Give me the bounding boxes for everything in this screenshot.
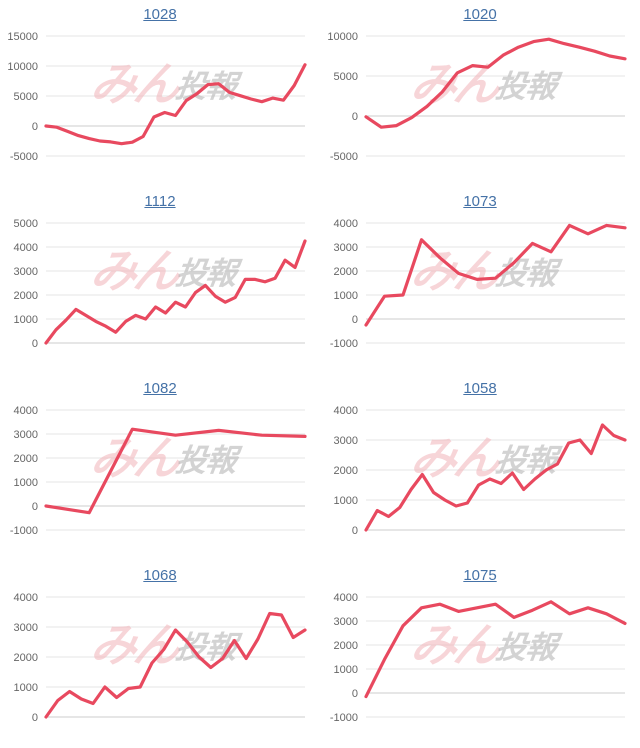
svg-text:-5000: -5000 — [330, 151, 358, 163]
svg-text:3000: 3000 — [334, 242, 358, 254]
svg-text:0: 0 — [32, 712, 38, 724]
svg-text:10000: 10000 — [327, 31, 358, 43]
svg-text:4000: 4000 — [14, 405, 38, 417]
svg-text:-1000: -1000 — [330, 338, 358, 350]
svg-text:0: 0 — [352, 525, 358, 537]
svg-text:2000: 2000 — [334, 465, 358, 477]
svg-text:1000: 1000 — [334, 290, 358, 302]
svg-text:みん: みん — [88, 58, 186, 110]
svg-text:5000: 5000 — [14, 91, 38, 103]
svg-text:投報: 投報 — [173, 443, 244, 478]
svg-text:-1000: -1000 — [10, 525, 38, 537]
svg-text:4000: 4000 — [14, 242, 38, 254]
svg-text:みん: みん — [408, 619, 506, 671]
svg-text:2000: 2000 — [334, 640, 358, 652]
svg-text:1000: 1000 — [14, 682, 38, 694]
svg-text:4000: 4000 — [14, 592, 38, 604]
svg-text:2000: 2000 — [14, 652, 38, 664]
svg-text:みん: みん — [88, 619, 186, 671]
svg-text:2000: 2000 — [334, 266, 358, 278]
svg-text:5000: 5000 — [14, 218, 38, 230]
svg-text:0: 0 — [32, 121, 38, 133]
svg-text:4000: 4000 — [334, 405, 358, 417]
svg-text:3000: 3000 — [334, 616, 358, 628]
svg-text:5000: 5000 — [334, 71, 358, 83]
svg-text:3000: 3000 — [14, 429, 38, 441]
svg-text:4000: 4000 — [334, 592, 358, 604]
svg-text:みん: みん — [88, 432, 186, 484]
svg-text:0: 0 — [352, 688, 358, 700]
svg-text:4000: 4000 — [334, 218, 358, 230]
svg-text:0: 0 — [32, 501, 38, 513]
svg-text:0: 0 — [352, 111, 358, 123]
svg-text:2000: 2000 — [14, 290, 38, 302]
svg-text:投報: 投報 — [493, 256, 564, 291]
svg-text:3000: 3000 — [14, 622, 38, 634]
svg-text:0: 0 — [32, 338, 38, 350]
svg-text:1000: 1000 — [334, 495, 358, 507]
svg-text:1000: 1000 — [14, 314, 38, 326]
svg-text:1000: 1000 — [334, 664, 358, 676]
svg-text:-5000: -5000 — [10, 151, 38, 163]
svg-text:1000: 1000 — [14, 477, 38, 489]
svg-text:10000: 10000 — [7, 61, 38, 73]
svg-text:投報: 投報 — [173, 256, 244, 291]
svg-text:投報: 投報 — [493, 69, 564, 104]
svg-text:3000: 3000 — [14, 266, 38, 278]
svg-text:0: 0 — [352, 314, 358, 326]
svg-text:投報: 投報 — [173, 69, 244, 104]
svg-text:投報: 投報 — [173, 630, 244, 665]
svg-text:3000: 3000 — [334, 435, 358, 447]
svg-text:投報: 投報 — [493, 630, 564, 665]
svg-text:15000: 15000 — [7, 31, 38, 43]
svg-text:2000: 2000 — [14, 453, 38, 465]
svg-text:-1000: -1000 — [330, 712, 358, 724]
svg-text:みん: みん — [88, 245, 186, 297]
svg-text:投報: 投報 — [493, 443, 564, 478]
